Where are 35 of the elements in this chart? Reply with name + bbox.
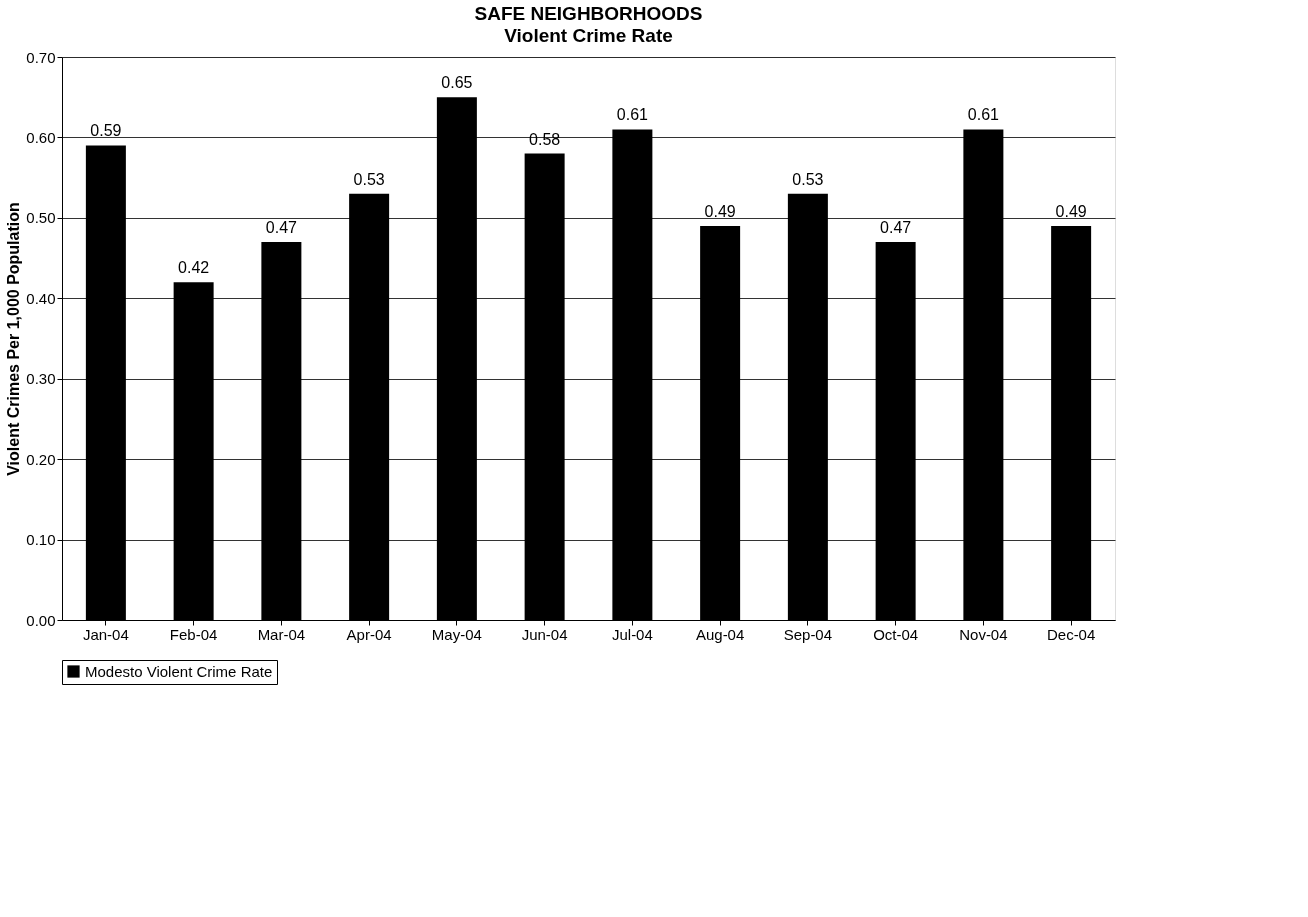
x-tick-label: Jan-04 [82,625,129,643]
data-label: 0.47 [265,218,298,236]
x-tick-label: May-04 [431,625,482,643]
legend-label: Modesto Violent Crime Rate [85,662,273,680]
x-tick-label: Dec-04 [1046,625,1096,643]
data-label: 0.61 [616,106,649,124]
y-tick-label: 0.60 [26,128,56,146]
x-tick-label: Jul-04 [611,625,653,643]
data-label: 0.59 [90,122,122,140]
data-label: 0.53 [792,170,824,188]
x-tick-label: Mar-04 [257,625,306,643]
data-label: 0.61 [967,106,1000,124]
x-tick-label: Sep-04 [783,625,833,643]
y-tick-label: 0.30 [26,370,56,388]
data-label: 0.42 [178,259,210,277]
y-tick-label: 0.20 [26,450,56,468]
data-label: 0.65 [441,74,473,92]
chart-title: SAFE NEIGHBORHOODS [474,3,703,24]
data-label: 0.49 [704,202,736,220]
y-tick-label: 0.50 [26,209,56,227]
x-tick-label: Feb-04 [169,625,218,643]
y-tick-label: 0.10 [26,531,56,549]
y-tick-label: 0.40 [26,289,56,307]
x-tick-label: Aug-04 [695,625,745,643]
x-tick-label: Nov-04 [959,625,1008,643]
y-tick-label: 0.00 [26,611,56,629]
x-tick-label: Jun-04 [521,625,568,643]
data-label: 0.53 [353,170,385,188]
y-axis-title: Violent Crimes Per 1,000 Population [5,202,23,476]
data-label: 0.49 [1055,202,1087,220]
x-tick-label: Oct-04 [873,625,919,643]
x-tick-label: Apr-04 [346,625,392,643]
data-label: 0.47 [880,218,912,236]
chart-subtitle: Violent Crime Rate [504,25,673,46]
y-tick-label: 0.70 [26,48,56,66]
